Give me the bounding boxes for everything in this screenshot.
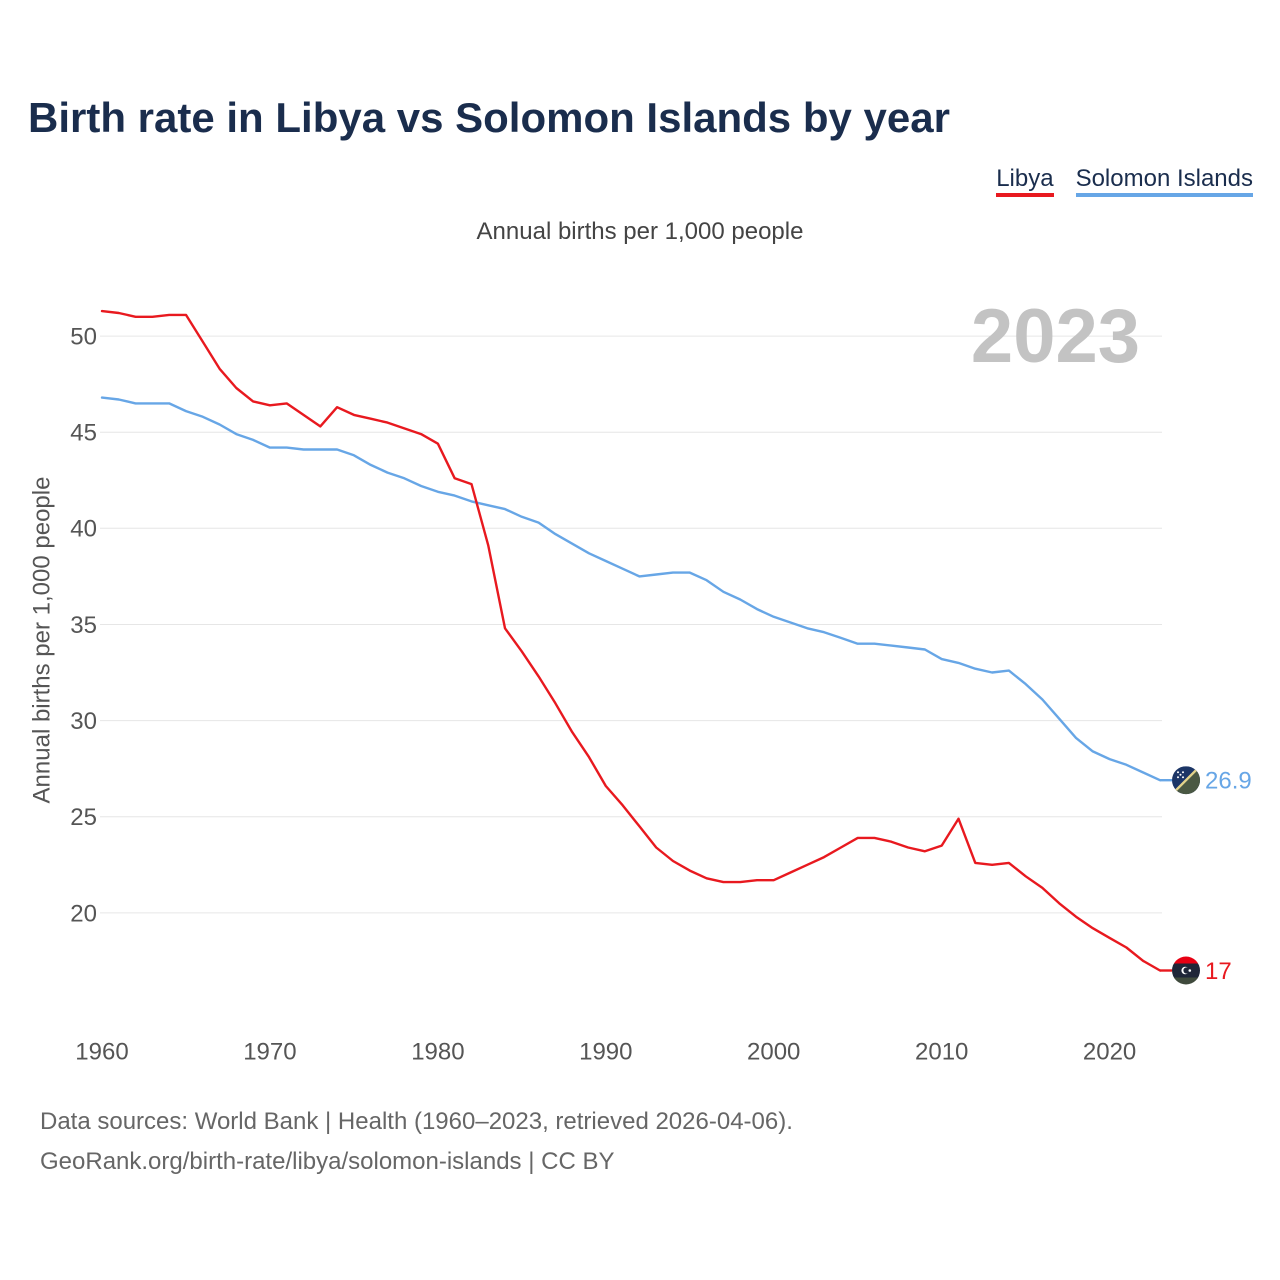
flag-star [1182,776,1184,779]
solomon-islands-flag-icon [1172,766,1200,795]
gridlines [100,335,1162,914]
x-tick-label-1970: 1970 [243,1038,296,1065]
flag-star [1182,771,1184,774]
x-tick-label-1990: 1990 [579,1038,632,1065]
flag-star [1177,771,1179,774]
y-tick-label-40: 40 [70,516,97,543]
chart-subtitle: Annual births per 1,000 people [476,218,804,245]
x-tick-label-2000: 2000 [747,1038,800,1065]
series-line-libya [100,309,1162,972]
source-note: Data sources: World Bank | Health (1960–… [40,1102,793,1182]
flag-crescent-inner [1183,967,1190,974]
series-line-solomon-islands [100,396,1162,782]
flag-diagonal-stripe [1172,766,1200,795]
flag-star [1177,776,1179,779]
current-year-label: 2023 [971,294,1140,379]
source-line-link[interactable]: GeoRank.org/birth-rate/libya/solomon-isl… [40,1148,615,1175]
y-axis-label: Annual births per 1,000 people [29,477,56,804]
chart-title: Birth rate in Libya vs Solomon Islands b… [28,94,950,141]
x-axis-ticks: 1960 1970 1980 1990 2000 2010 2020 [75,1038,1136,1065]
legend-item-libya[interactable]: Libya [996,166,1054,197]
x-tick-label-2010: 2010 [915,1038,968,1065]
y-tick-label-35: 35 [70,612,97,639]
x-tick-label-2020: 2020 [1083,1038,1136,1065]
source-line-data: Data sources: World Bank | Health (1960–… [40,1108,793,1135]
y-tick-label-25: 25 [70,804,97,831]
solomon-islands-end-value-label: 26.9 [1205,768,1252,795]
flag-star [1188,969,1192,972]
y-tick-label-30: 30 [70,708,97,735]
legend: Libya Solomon Islands [996,166,1253,197]
y-tick-label-20: 20 [70,900,97,927]
y-tick-label-50: 50 [70,324,97,351]
series-lines: 26.9 17 [100,309,1252,985]
flag-star [1179,773,1182,776]
y-axis-ticks: 20 25 30 35 40 45 50 [70,324,97,928]
legend-item-solomon-islands[interactable]: Solomon Islands [1075,166,1253,197]
libya-flag-icon [1172,956,1200,985]
x-tick-label-1960: 1960 [75,1038,128,1065]
y-tick-label-45: 45 [70,420,97,447]
flag-green-band [1172,977,1200,985]
flag-red-band [1172,956,1200,964]
libya-end-value-label: 17 [1205,958,1232,985]
x-tick-label-1980: 1980 [411,1038,464,1065]
